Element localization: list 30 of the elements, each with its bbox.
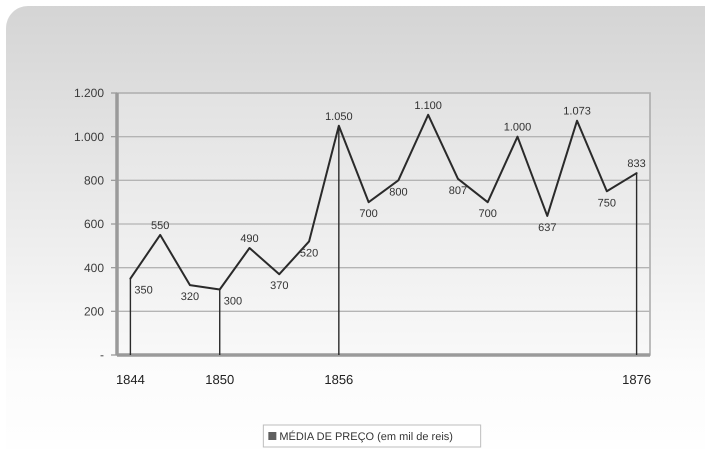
data-label: 700: [478, 208, 497, 220]
data-label: 320: [180, 291, 200, 304]
data-label: 637: [538, 222, 556, 234]
y-tick-label: 600: [84, 217, 104, 232]
data-label: 807: [448, 184, 468, 197]
y-tick-label: 400: [84, 260, 104, 275]
data-label: 1.000: [504, 122, 532, 134]
data-label: 800: [389, 186, 408, 198]
y-tick-label: -: [100, 348, 104, 362]
data-label: 370: [270, 280, 288, 292]
legend-label: MÉDIA DE PREÇO (em mil de reis): [279, 430, 453, 443]
x-tick-label: 1850: [205, 372, 234, 387]
x-tick-label: 1876: [622, 372, 652, 387]
y-tick-label: 200: [84, 304, 104, 319]
data-label: 300: [224, 296, 242, 308]
x-tick-label: 1856: [324, 372, 354, 387]
data-label: 550: [150, 220, 170, 232]
y-tick-label: 1.200: [74, 86, 104, 100]
x-tick-label: 1844: [116, 372, 145, 387]
data-label: 490: [240, 233, 259, 246]
data-label: 350: [134, 284, 153, 297]
y-tick-label: 800: [84, 174, 104, 188]
data-label: 750: [598, 197, 616, 210]
data-label: 833: [627, 158, 646, 170]
data-label: 700: [359, 208, 378, 220]
y-tick-label: 1.000: [74, 130, 104, 144]
data-label: 1.073: [563, 106, 591, 118]
data-label: 1.100: [414, 100, 442, 112]
data-label: 1.050: [325, 110, 353, 123]
data-label: 520: [300, 247, 318, 260]
